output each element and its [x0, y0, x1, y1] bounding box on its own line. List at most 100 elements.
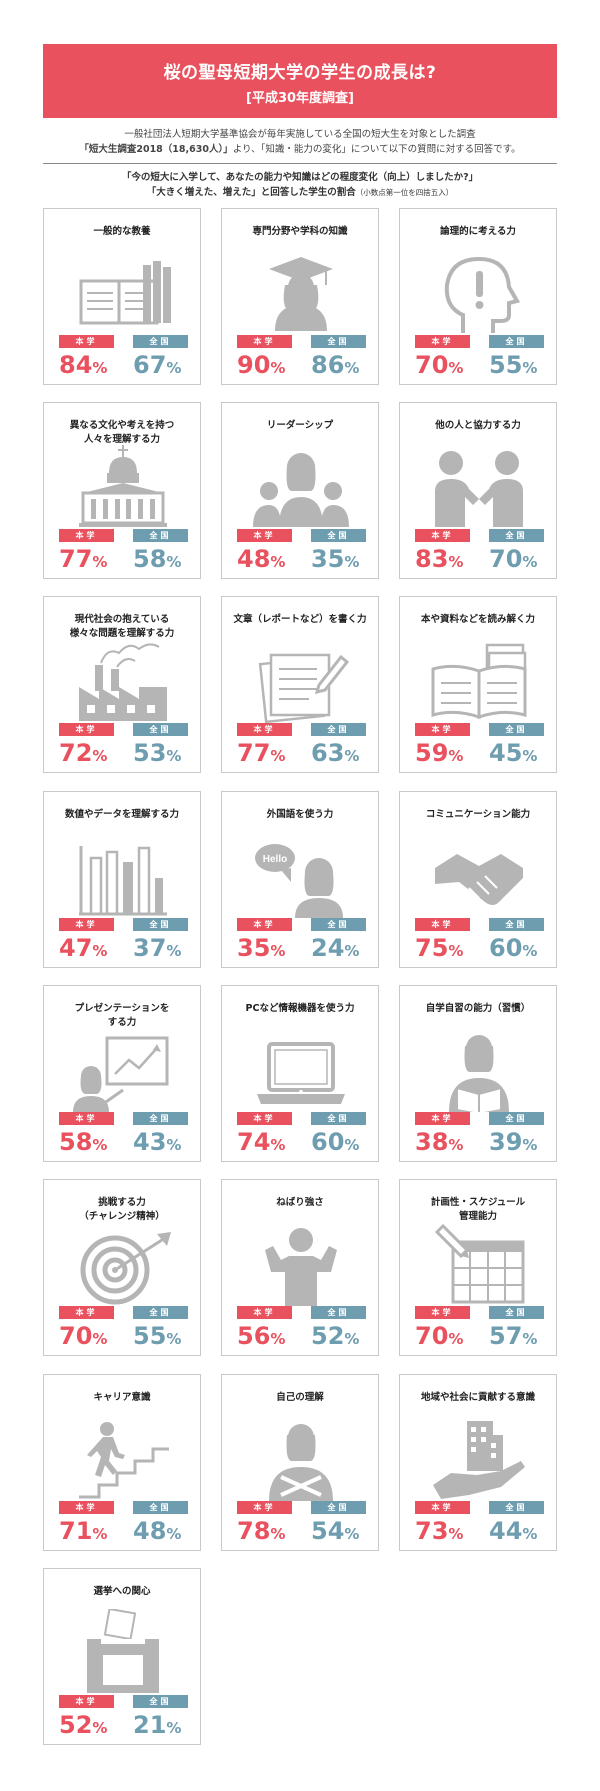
- school-value: 70%: [415, 1322, 464, 1350]
- divider: [43, 163, 557, 164]
- rounding-note: （小数点第一位を四捨五入）: [355, 188, 454, 197]
- ballot-box-icon: [73, 1607, 173, 1695]
- school-label: 本学: [59, 1501, 114, 1514]
- school-value: 83%: [415, 545, 464, 573]
- school-value: 58%: [59, 1128, 108, 1156]
- ability-card: ねばり強さ 本学 全国 56% 52%: [221, 1179, 379, 1356]
- ability-title: 異なる文化や考えを持つ 人々を理解する力: [69, 420, 175, 445]
- national-label: 全国: [133, 1695, 188, 1708]
- ability-title: キャリア意識: [93, 1392, 151, 1403]
- school-value: 38%: [415, 1128, 464, 1156]
- presentation-icon: [73, 1026, 173, 1112]
- stairs-icon: [73, 1415, 173, 1501]
- national-value: 60%: [311, 1128, 360, 1156]
- school-label: 本学: [237, 1501, 292, 1514]
- strong-person-icon: [251, 1220, 351, 1306]
- ability-card: 異なる文化や考えを持つ 人々を理解する力 本学 全国 77% 58%: [43, 402, 201, 579]
- national-label: 全国: [489, 1501, 544, 1514]
- school-label: 本学: [59, 918, 114, 931]
- ability-card: 選挙への関心 本学 全国 52% 21%: [43, 1568, 201, 1745]
- ability-card: プレゼンテーションを する力 本学 全国 58% 43%: [43, 985, 201, 1162]
- national-value: 55%: [489, 351, 538, 379]
- national-label: 全国: [133, 335, 188, 348]
- school-value: 70%: [415, 351, 464, 379]
- school-label: 本学: [415, 918, 470, 931]
- national-value: 67%: [133, 351, 182, 379]
- school-value: 75%: [415, 934, 464, 962]
- national-value: 24%: [311, 934, 360, 962]
- school-label: 本学: [59, 1112, 114, 1125]
- national-label: 全国: [489, 1112, 544, 1125]
- school-value: 77%: [237, 739, 286, 767]
- national-value: 39%: [489, 1128, 538, 1156]
- national-value: 58%: [133, 545, 182, 573]
- ability-title: 自学自習の能力（習慣）: [425, 1003, 531, 1014]
- school-label: 本学: [415, 723, 470, 736]
- national-value: 63%: [311, 739, 360, 767]
- target-icon: [73, 1220, 173, 1306]
- ability-title: 一般的な教養: [93, 226, 151, 237]
- school-value: 70%: [59, 1322, 108, 1350]
- laptop-icon: [251, 1026, 351, 1112]
- school-label: 本学: [415, 1501, 470, 1514]
- school-label: 本学: [237, 529, 292, 542]
- ability-card: 挑戦する力 （チャレンジ精神） 本学 全国 70% 55%: [43, 1179, 201, 1356]
- school-label: 本学: [237, 335, 292, 348]
- page-header: 桜の聖母短期大学の学生の成長は? [平成30年度調査]: [43, 44, 557, 118]
- national-value: 54%: [311, 1517, 360, 1545]
- question-text: 「今の短大に入学して、あなたの能力や知識はどの程度変化（向上）しましたか?」 「…: [43, 170, 557, 200]
- ability-card: 一般的な教養 本学 全国 84% 67%: [43, 208, 201, 385]
- ability-card: キャリア意識 本学 全国 71% 48%: [43, 1374, 201, 1551]
- ability-card: 自学自習の能力（習慣） 本学 全国 38% 39%: [399, 985, 557, 1162]
- ability-title: 挑戦する力 （チャレンジ精神）: [79, 1197, 165, 1222]
- national-label: 全国: [489, 335, 544, 348]
- ability-title: 計画性・スケジュール 管理能力: [430, 1197, 526, 1222]
- national-value: 53%: [133, 739, 182, 767]
- school-label: 本学: [59, 723, 114, 736]
- leader-group-icon: [251, 443, 351, 529]
- document-pen-icon: [251, 637, 351, 724]
- school-value: 90%: [237, 351, 286, 379]
- ability-card: 現代社会の抱えている 様々な問題を理解する力 本学 全国 72% 53%: [43, 596, 201, 773]
- national-value: 70%: [489, 545, 538, 573]
- school-label: 本学: [237, 1112, 292, 1125]
- intro-line-2: 「短大生調査2018（18,630人）」より、「知識・能力の変化」について以下の…: [43, 142, 557, 157]
- ability-card: 論理的に考える力 本学 全国 70% 55%: [399, 208, 557, 385]
- national-value: 44%: [489, 1517, 538, 1545]
- national-label: 全国: [133, 723, 188, 736]
- ability-title: コミュニケーション能力: [425, 809, 531, 820]
- school-value: 47%: [59, 934, 108, 962]
- national-value: 35%: [311, 545, 360, 573]
- national-value: 52%: [311, 1322, 360, 1350]
- school-value: 74%: [237, 1128, 286, 1156]
- school-label: 本学: [59, 1695, 114, 1708]
- national-value: 57%: [489, 1322, 538, 1350]
- ability-card: 外国語を使う力 Hello 本学 全国 35% 24%: [221, 791, 379, 968]
- svg-text:Hello: Hello: [263, 854, 287, 865]
- school-value: 56%: [237, 1322, 286, 1350]
- national-label: 全国: [311, 723, 366, 736]
- national-label: 全国: [133, 1306, 188, 1319]
- national-label: 全国: [489, 918, 544, 931]
- ability-title: 選挙への関心: [93, 1586, 151, 1597]
- factory-icon: [73, 637, 173, 723]
- handshake-people-icon: [429, 443, 529, 529]
- ability-card: 数値やデータを理解する力 本学 全国 47% 37%: [43, 791, 201, 968]
- intro-line-1: 一般社団法人短期大学基準協会が毎年実施している全国の短大生を対象とした調査: [124, 129, 476, 140]
- ability-title: 現代社会の抱えている 様々な問題を理解する力: [69, 614, 175, 639]
- school-label: 本学: [237, 918, 292, 931]
- ability-card: 専門分野や学科の知識 本学 全国 90% 86%: [221, 208, 379, 385]
- graduate-icon: [251, 249, 351, 335]
- ability-card: リーダーシップ 本学 全国 48% 35%: [221, 402, 379, 579]
- school-value: 71%: [59, 1517, 108, 1545]
- self-person-icon: [251, 1415, 351, 1501]
- school-value: 77%: [59, 545, 108, 573]
- ability-title: リーダーシップ: [266, 420, 334, 431]
- national-label: 全国: [133, 918, 188, 931]
- school-label: 本学: [59, 1306, 114, 1319]
- school-value: 59%: [415, 739, 464, 767]
- school-value: 84%: [59, 351, 108, 379]
- intro-text: 一般社団法人短期大学基準協会が毎年実施している全国の短大生を対象とした調査 「短…: [43, 127, 557, 157]
- ability-title: 数値やデータを理解する力: [64, 809, 179, 820]
- hello-speech-icon: Hello: [251, 832, 351, 918]
